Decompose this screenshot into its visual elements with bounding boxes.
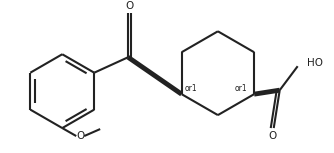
Text: or1: or1 — [185, 84, 197, 93]
Text: HO: HO — [307, 58, 323, 68]
Text: O: O — [268, 131, 276, 141]
Text: or1: or1 — [234, 84, 247, 93]
Text: O: O — [126, 1, 134, 11]
Text: O: O — [76, 131, 85, 141]
